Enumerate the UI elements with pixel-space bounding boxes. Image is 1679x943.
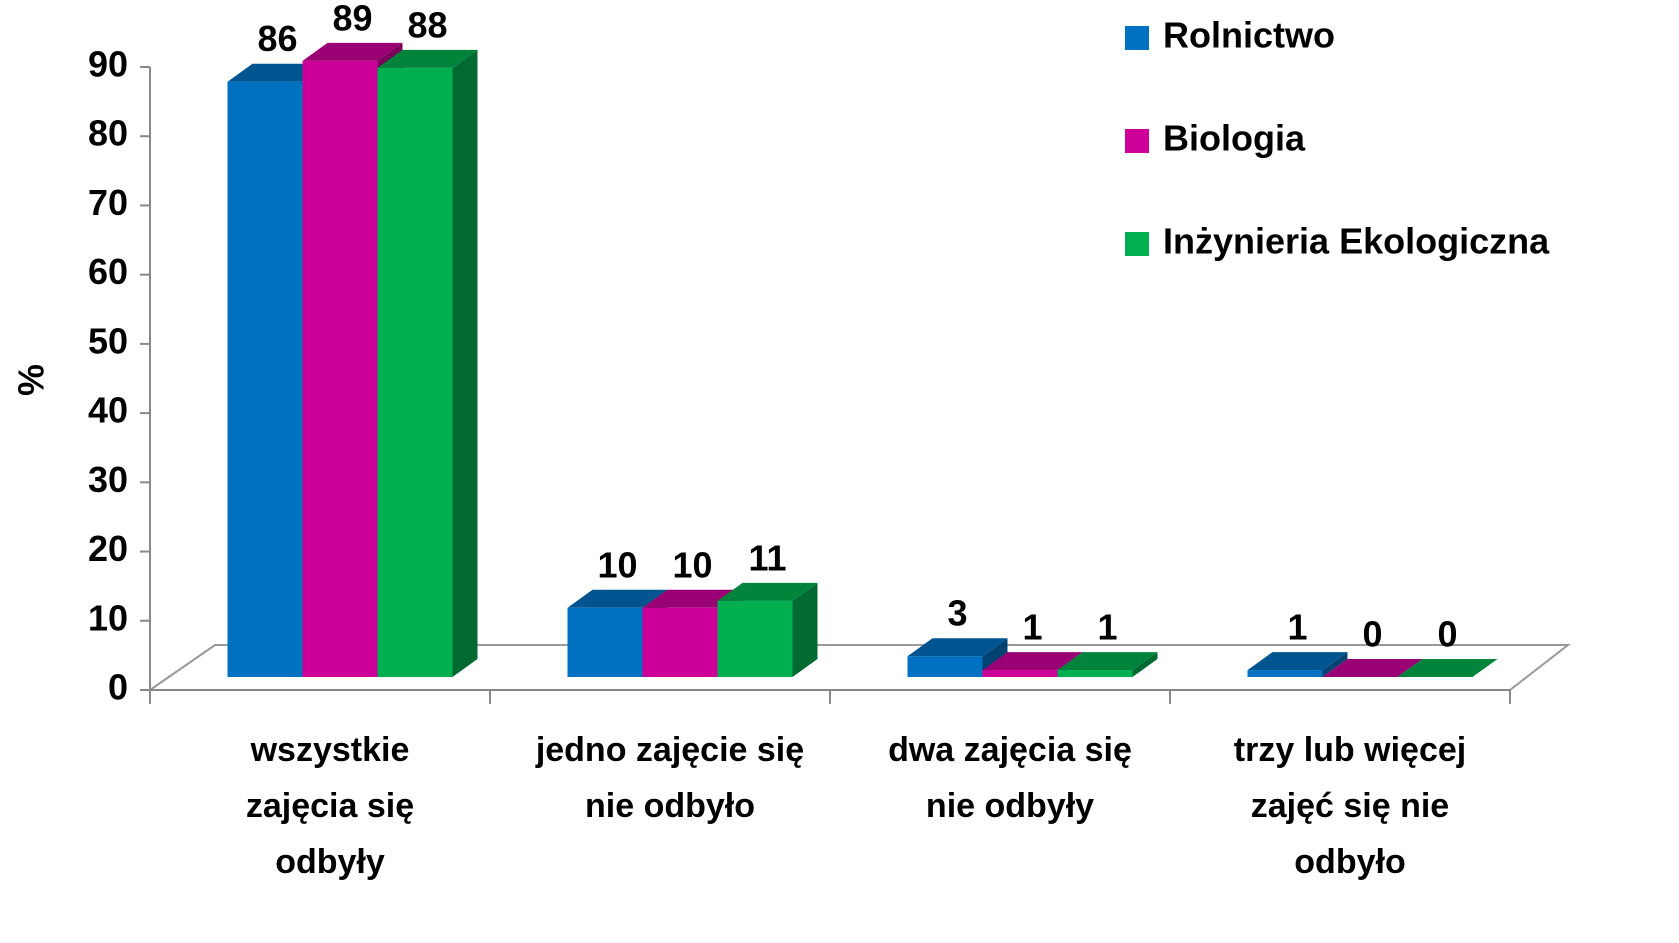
bar-top	[567, 589, 668, 608]
bar-top	[1397, 659, 1498, 677]
bar-side	[452, 49, 478, 678]
y-tick-label: 10	[88, 597, 128, 638]
y-tick-label: 50	[88, 320, 128, 361]
legend-swatch	[1125, 26, 1149, 50]
legend-swatch	[1125, 129, 1149, 153]
x-tick-label: wszystkie zajęcia się odbyły	[246, 731, 414, 881]
legend-label: Inżynieria Ekologiczna	[1163, 221, 1550, 262]
x-tick-label: jedno zajęcie się nie odbyło	[535, 731, 804, 825]
bar	[1247, 670, 1323, 677]
bar-top	[377, 49, 478, 68]
bar-top	[1057, 652, 1158, 671]
bar	[982, 670, 1058, 677]
floor	[149, 644, 1571, 691]
y-tick-label: 60	[88, 251, 128, 292]
bar	[642, 607, 718, 677]
data-label: 10	[672, 544, 712, 585]
bar-top	[717, 582, 818, 601]
data-label: 1	[1287, 607, 1307, 648]
y-axis-label: %	[11, 364, 52, 396]
y-tick-label: 90	[88, 44, 128, 85]
y-tick-label: 40	[88, 390, 128, 431]
bar	[1057, 670, 1133, 677]
bar	[377, 67, 453, 678]
bar-top	[982, 652, 1083, 671]
bar-side	[1322, 652, 1348, 677]
data-label: 89	[332, 0, 372, 38]
data-label: 1	[1097, 607, 1117, 648]
x-tick-label: trzy lub więcej zajęć się nie odbyło	[1234, 731, 1466, 881]
data-label: 0	[1437, 614, 1457, 655]
y-tick-label: 30	[88, 459, 128, 500]
data-label: 86	[257, 18, 297, 59]
legend-label: Rolnictwo	[1163, 15, 1335, 56]
bar-top	[1247, 652, 1348, 671]
data-label: 10	[597, 544, 637, 585]
legend-label: Biologia	[1163, 118, 1306, 159]
bar-top	[302, 42, 403, 61]
y-tick-label: 70	[88, 182, 128, 223]
data-label: 11	[748, 537, 786, 578]
legend-swatch	[1125, 232, 1149, 256]
bar	[227, 81, 303, 677]
bar-side	[792, 582, 818, 677]
bar	[567, 607, 643, 677]
y-tick-label: 80	[88, 113, 128, 154]
data-label: 0	[1362, 614, 1382, 655]
bar-top	[907, 638, 1008, 657]
bar	[907, 656, 983, 677]
data-label: 3	[947, 593, 967, 634]
bar-top	[1322, 659, 1423, 677]
data-label: 88	[407, 4, 447, 45]
y-tick-label: 20	[88, 528, 128, 569]
y-tick-label: 0	[108, 667, 128, 708]
bar	[302, 60, 378, 677]
bar-side	[1132, 652, 1158, 677]
data-label: 1	[1022, 607, 1042, 648]
x-tick-label: dwa zajęcia się nie odbyły	[888, 731, 1132, 825]
bar	[717, 600, 793, 677]
